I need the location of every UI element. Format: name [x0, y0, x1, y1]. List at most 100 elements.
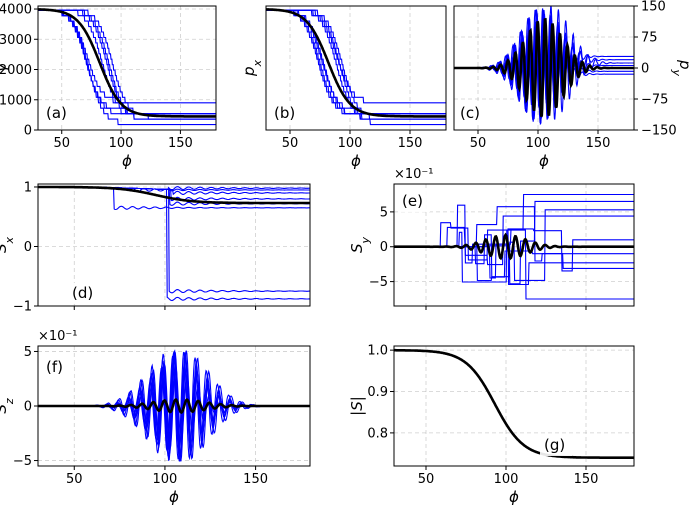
x-axis-label: ϕ — [169, 488, 179, 506]
y-tick-label: 0 — [641, 62, 649, 77]
curves — [38, 185, 310, 302]
y-tick-label: −5 — [369, 275, 388, 290]
curves — [394, 193, 634, 300]
panel-c: 50 100 150 ϕ −150 −75 0 75 150 py (c) — [453, 0, 694, 170]
sample-curve — [38, 9, 216, 115]
panel-d: −1 0 1 Sx (d) — [0, 180, 311, 315]
axes-frame — [37, 5, 217, 131]
x-tick-label: 100 — [153, 472, 178, 487]
y-tick-label: 0 — [380, 240, 388, 255]
panel-tag-bg — [42, 357, 74, 378]
x-tick-label: 100 — [109, 136, 134, 151]
x-tick-label: 150 — [243, 472, 268, 487]
x-tick-label: 150 — [574, 472, 599, 487]
sample-curve — [38, 9, 216, 104]
mean-curve — [266, 8, 446, 118]
x-tick-label: 50 — [418, 472, 435, 487]
x-tick-label: 50 — [66, 472, 83, 487]
y-tick-label: 0.9 — [367, 385, 388, 400]
axes-frame — [393, 183, 635, 307]
panel-g: 50 100 150 ϕ 0.8 0.9 1.0 |S| (g) — [348, 344, 635, 506]
x-tick-label: 50 — [282, 136, 299, 151]
y-tick-label: 0 — [24, 240, 32, 255]
panel-tag: (f) — [46, 358, 63, 376]
panel-a: 50 100 150 ϕ 0 1000 2000 3000 4000 γ (a) — [0, 3, 217, 170]
sample-curve — [38, 9, 216, 115]
panel-tag-bg — [398, 191, 430, 212]
sample-curve — [266, 9, 446, 115]
curves — [38, 349, 310, 462]
panel-tag-bg — [270, 103, 302, 124]
panel-tag-bg — [456, 103, 488, 124]
panel-tag: (d) — [72, 284, 93, 302]
panel-tag: (b) — [274, 104, 295, 122]
y-axis-label: Sz — [0, 398, 16, 414]
curves — [38, 8, 216, 126]
y-tick-label: 1 — [24, 180, 32, 195]
y-axis-label: Sx — [0, 236, 16, 253]
y-tick-label: 75 — [641, 31, 658, 46]
y-tick-label: 0 — [24, 400, 32, 415]
y-axis-label: |S| — [348, 396, 366, 416]
x-tick-label: 150 — [168, 136, 193, 151]
panel-tag-bg — [42, 103, 74, 124]
axes-frame — [265, 5, 447, 131]
y-tick-label: 0 — [24, 124, 32, 139]
y-tick-label: −5 — [13, 454, 32, 469]
panel-f: 50 100 150 ϕ −5 0 5 Sz ×10⁻¹ (f) — [0, 329, 311, 506]
y-axis-label: γ — [0, 62, 10, 72]
panel-tag: (a) — [46, 104, 67, 122]
mean-curve — [454, 17, 634, 118]
y-tick-label: 150 — [641, 0, 666, 15]
y-tick-label: −75 — [641, 93, 668, 108]
panel-tag: (e) — [402, 192, 423, 210]
y-tick-label: 1.0 — [367, 344, 388, 359]
y-axis-label: px — [240, 59, 264, 77]
x-axis-label: ϕ — [351, 152, 361, 170]
panel-tag: (c) — [460, 104, 480, 122]
x-tick-label: 100 — [494, 472, 519, 487]
sample-curve — [266, 9, 446, 115]
x-axis-label: ϕ — [122, 152, 132, 170]
y-scale-label: ×10⁻¹ — [394, 167, 434, 182]
y-tick-label: −1 — [13, 300, 32, 315]
axes-frame — [393, 345, 635, 467]
curves — [266, 8, 446, 126]
curves — [394, 348, 634, 459]
x-tick-label: 100 — [338, 136, 363, 151]
y-tick-label: 5 — [24, 345, 32, 360]
mean-curve — [38, 398, 310, 415]
x-axis-label: ϕ — [539, 152, 549, 170]
x-tick-label: 150 — [586, 136, 611, 151]
x-tick-label: 150 — [398, 136, 423, 151]
curves — [454, 6, 634, 126]
y-tick-label: 2000 — [0, 63, 32, 78]
sample-curve — [266, 9, 446, 115]
sample-curve — [38, 9, 216, 115]
y-tick-label: 4000 — [0, 3, 32, 18]
sample-curve — [266, 9, 446, 120]
panel-e: −5 0 5 Sy ×10⁻¹ (e) — [348, 167, 635, 310]
mean-curve — [394, 232, 634, 261]
y-tick-label: 1000 — [0, 93, 32, 108]
y-tick-label: 3000 — [0, 33, 32, 48]
panel-b: 50 100 150 ϕ px (b) — [240, 5, 447, 170]
mean-curve — [394, 348, 634, 459]
x-tick-label: 50 — [470, 136, 487, 151]
x-axis-label: ϕ — [509, 488, 519, 506]
x-tick-label: 50 — [53, 136, 70, 151]
mean-curve — [38, 8, 216, 118]
panel-tag-bg — [68, 283, 100, 304]
x-tick-label: 100 — [526, 136, 551, 151]
mean-curve — [38, 185, 310, 205]
axes-frame — [37, 183, 311, 307]
panel-tag-bg — [540, 435, 572, 456]
y-scale-label: ×10⁻¹ — [38, 329, 78, 344]
sample-curve — [266, 9, 446, 104]
y-tick-label: −150 — [641, 124, 677, 139]
y-axis-label: Sy — [348, 236, 372, 253]
y-tick-label: 5 — [380, 205, 388, 220]
panel-tag: (g) — [544, 436, 565, 454]
y-tick-label: 0.8 — [367, 426, 388, 441]
